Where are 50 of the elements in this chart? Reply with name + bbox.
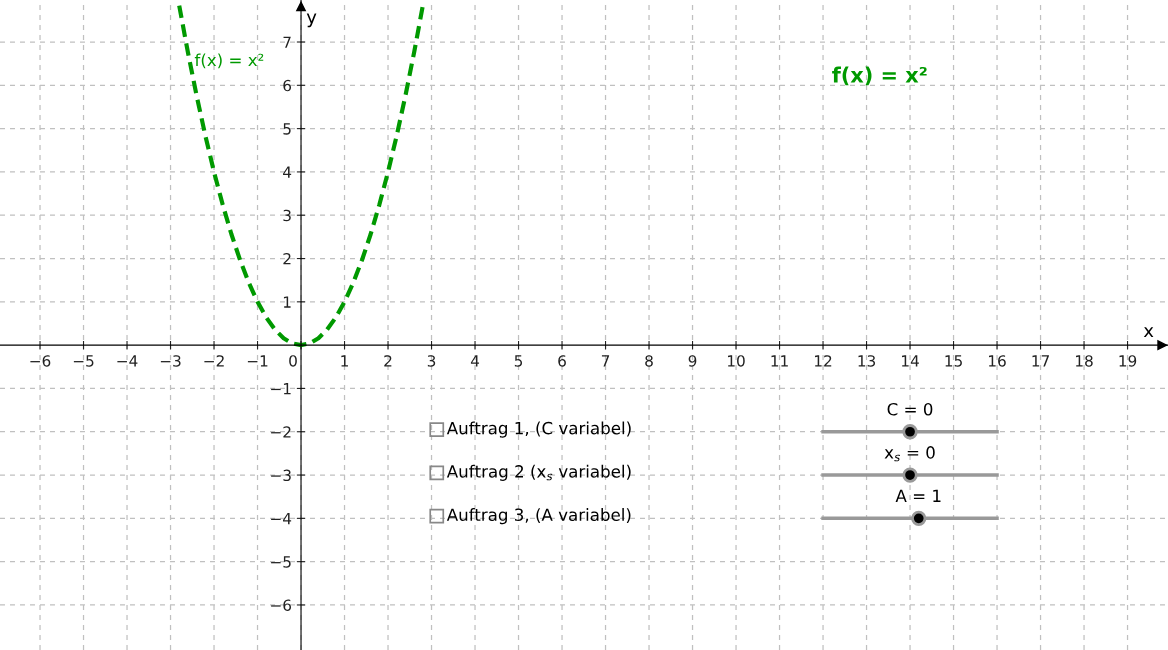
y-tick-label: 6 — [283, 79, 292, 92]
y-tick-label: −6 — [271, 599, 292, 611]
x-tick-label: 7 — [601, 355, 610, 367]
x-tick-label: 0 — [289, 355, 297, 367]
x-tick-label: 8 — [645, 355, 653, 367]
x-tick-label: 14 — [902, 355, 919, 367]
y-axis-title: y — [306, 13, 317, 28]
annotation: Auftrag 2 (x$_{s}$ variabel) — [446, 464, 631, 481]
annotation: A = 1 — [895, 489, 941, 502]
x-tick-label: 3 — [427, 355, 436, 367]
line-series — [177, 3, 425, 348]
x-tick-label: 5 — [514, 355, 523, 367]
x-axis-title: x — [1143, 327, 1154, 338]
x-tick-label: 11 — [771, 355, 788, 367]
y-tick-label: −5 — [271, 556, 291, 568]
x-tick-label: 12 — [815, 355, 832, 367]
y-tick-label: −4 — [271, 513, 292, 525]
x-tick-label: −1 — [247, 355, 268, 367]
y-tick-label: 7 — [283, 36, 291, 48]
x-tick-label: 18 — [1076, 355, 1093, 367]
y-tick-label: 4 — [283, 166, 292, 178]
y-tick-label: −2 — [271, 426, 291, 438]
x-tick-label: 1 — [341, 355, 348, 367]
x-tick-label: −6 — [30, 355, 51, 367]
x-tick-label: 6 — [558, 355, 566, 367]
x-tick-label: −2 — [204, 355, 224, 367]
annotation: Auftrag 3, (A variabel) — [446, 508, 631, 525]
x-tick-label: 10 — [727, 355, 745, 367]
x-tick-label: 17 — [1032, 355, 1049, 367]
x-tick-label: 13 — [858, 355, 876, 367]
annotation: x$_{s}$ = 0 — [884, 446, 935, 462]
y-tick-label: −1 — [271, 383, 291, 395]
y-tick-label: 2 — [283, 252, 291, 265]
annotation: C = 0 — [887, 402, 933, 416]
y-tick-label: 3 — [283, 209, 291, 222]
x-tick-label: 15 — [945, 355, 962, 367]
x-tick-label: −4 — [117, 355, 138, 367]
y-tick-label: 5 — [283, 123, 291, 135]
x-tick-label: 2 — [384, 355, 392, 367]
x-tick-label: −5 — [73, 355, 94, 367]
text: f(x) = x² — [832, 66, 927, 86]
x-tick-label: −3 — [160, 355, 181, 367]
y-tick-label: −3 — [271, 469, 291, 482]
x-tick-label: 4 — [470, 355, 480, 367]
y-tick-label: 1 — [283, 296, 291, 308]
x-tick-label: 19 — [1119, 355, 1137, 367]
annotation: Auftrag 1, (C variabel) — [446, 421, 631, 438]
x-tick-label: 9 — [688, 355, 697, 367]
series-label: f(x) = x² — [194, 53, 264, 69]
x-tick-label: 16 — [989, 355, 1006, 367]
